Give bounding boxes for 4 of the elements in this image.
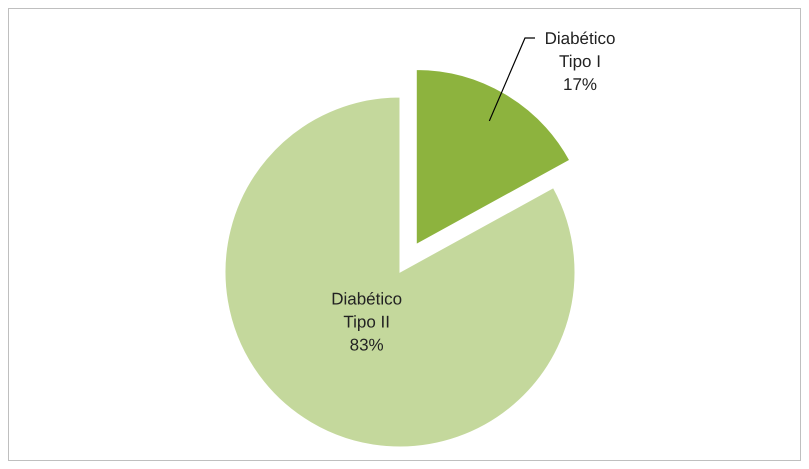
slice-label: Diabético Tipo I <box>544 29 616 71</box>
data-label: 83% <box>350 336 384 355</box>
slice-label: Diabético Tipo II <box>331 290 402 332</box>
data-label: 17% <box>562 75 598 94</box>
